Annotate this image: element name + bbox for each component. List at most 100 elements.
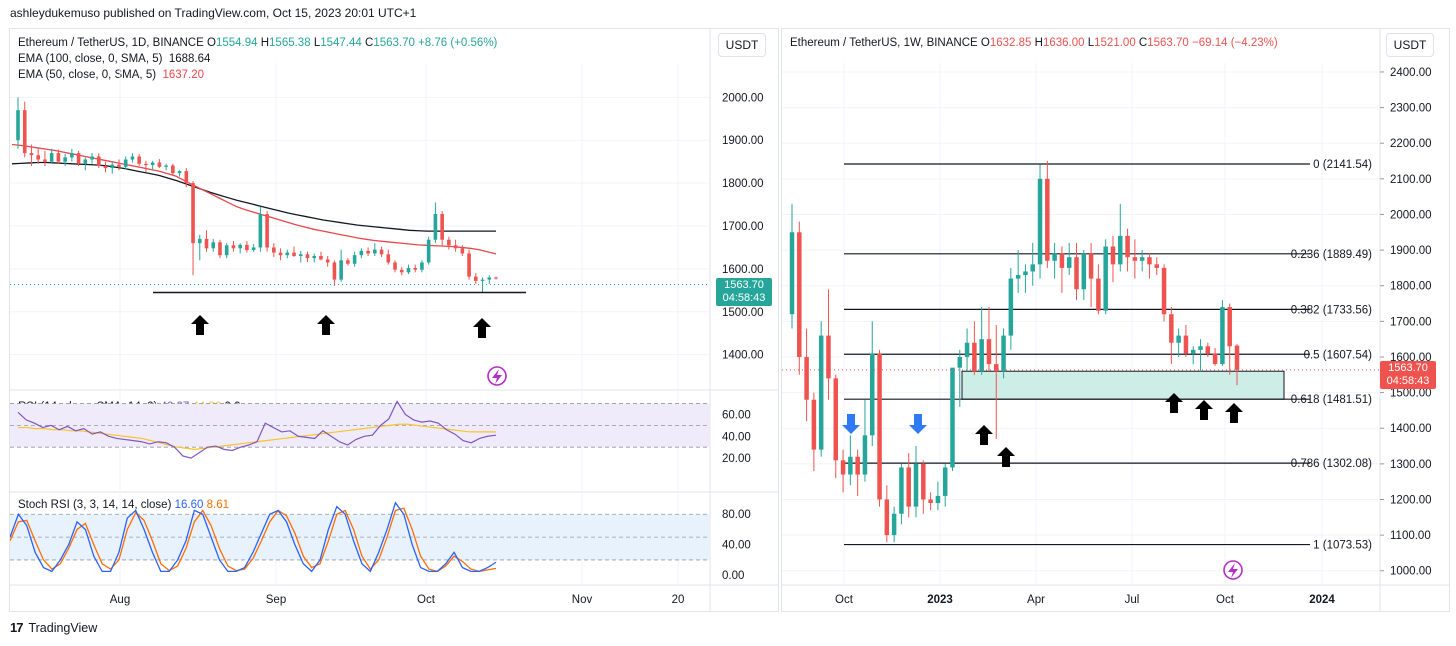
daily-candle [440,213,444,240]
daily-candle [373,249,377,254]
weekly-candle [818,335,824,450]
up-arrow-icon [1225,403,1243,423]
y-tick-label: 2000.00 [722,92,764,104]
weekly-candle [1001,335,1006,372]
stoch-d-value: 8.61 [206,499,229,511]
daily-candle [447,239,451,246]
lightning-icon [487,366,507,386]
weekly-candle [848,456,853,475]
weekly-candle [1125,235,1130,258]
weekly-candle [913,463,919,507]
weekly-candle [1220,307,1225,365]
y-tick-label: 1700.00 [722,221,764,233]
change-value: +8.76 (+0.56%) [418,37,498,49]
weekly-candle [1045,178,1050,261]
weekly-candle [1030,264,1035,272]
weekly-candle [957,356,963,368]
weekly-candle [928,499,933,504]
daily-chart-panel[interactable]: USDT Ethereum / TetherUS, 1D, BINANCE O1… [9,28,779,612]
y-tick-label: 2000.00 [1390,209,1432,221]
ema100-line [11,161,496,232]
daily-candle [359,250,364,256]
y-tick-label: 2100.00 [1390,174,1432,186]
weekly-candle [899,467,904,514]
fib-level-label: 0.786 (1302.08) [1291,458,1372,470]
y-tick-label: 1700.00 [1390,316,1432,328]
weekly-candle [1227,307,1232,347]
rsi-y-tick: 20.00 [722,453,751,465]
stoch-y-tick: 80.00 [722,509,751,521]
stoch-d-line [10,507,497,573]
y-tick-label: 1500.00 [722,307,764,319]
ema100-label: EMA (100, close, 0, SMA, 5) [18,53,163,65]
fib-level-label: 0.5 (1607.54) [1304,349,1373,361]
up-arrow-icon [1165,393,1183,413]
ema50-row: EMA (50, close, 0, SMA, 5) 1637.20 [18,67,497,83]
weekly-candle [1139,257,1145,261]
daily-candle [352,255,357,264]
daily-candle [171,165,175,174]
daily-candle [413,268,418,270]
low-label: L [313,37,321,49]
daily-candle [49,153,54,162]
daily-candle [157,162,162,167]
current-price-tag: 1563.70 04:58:43 [716,278,772,306]
daily-candle [184,171,189,184]
current-price: 1563.70 [1388,362,1428,374]
fib-level-label: 0.236 (1889.49) [1291,249,1372,261]
weekly-candle [1015,275,1021,279]
daily-candle [22,110,27,154]
daily-candle [258,213,263,248]
stoch-y-tick: 40.00 [722,540,751,552]
daily-candle [298,254,303,257]
y-tick-label: 1800.00 [722,178,764,190]
weekly-chart-panel[interactable]: USDT Ethereum / TetherUS, 1W, BINANCE O1… [781,28,1450,612]
y-tick-label: 1600.00 [1390,352,1432,364]
y-tick-label: 1900.00 [1390,245,1432,257]
weekly-candle [1059,253,1065,268]
currency-axis-button[interactable]: USDT [718,33,766,57]
weekly-candle [964,342,970,357]
daily-candle [319,256,323,260]
x-tick-label: Oct [1216,594,1235,606]
weekly-candle [840,460,846,475]
weekly-candle [1037,178,1043,265]
weekly-chart-svg[interactable]: 2400.00 2300.00 2200.00 2100.00 2000.00 1900.… [782,29,1449,611]
daily-candle [36,155,40,160]
rsi-line [17,400,497,459]
daily-candle [70,153,74,158]
daily-candle [278,252,283,256]
daily-candle [406,268,411,273]
daily-candle [204,238,209,249]
x-tick-label: 2024 [1309,594,1335,606]
daily-candle [224,245,229,256]
weekly-candle [986,339,992,365]
weekly-candle [1074,257,1079,290]
weekly-candle [1081,253,1087,290]
daily-candle [137,156,141,164]
daily-chart-svg[interactable]: 2000.00 1900.00 1800.00 1700.00 1600.00 1500.… [10,29,778,611]
weekly-candle [884,499,890,536]
weekly-candle [979,339,984,372]
brand-name: TradingView [28,620,98,635]
down-arrow-icon [909,414,927,434]
currency-axis-button[interactable]: USDT [1386,33,1434,57]
rsi-y-tick: 60.00 [722,409,751,421]
ema100-value: 1688.64 [168,53,211,65]
open-value: 1554.94 [215,37,258,49]
daily-candle [272,247,276,253]
daily-candle [231,245,236,249]
high-label: H [260,37,270,49]
daily-candle [332,262,337,280]
fib-level-label: 0 (2141.54) [1313,159,1372,171]
weekly-candle [797,232,802,357]
daily-candle [379,249,384,255]
weekly-candle [877,353,882,500]
publish-info: ashleydukemuso published on TradingView.… [10,6,417,20]
ema50-value: 1637.20 [162,69,205,81]
up-arrow-icon [975,425,993,445]
high-value: 1636.00 [1042,37,1085,49]
up-arrow-icon [317,315,335,335]
close-value: 1563.70 [1147,37,1189,49]
stoch-legend: Stoch RSI (3, 3, 14, 14, close) 16.60 8.… [18,497,229,513]
